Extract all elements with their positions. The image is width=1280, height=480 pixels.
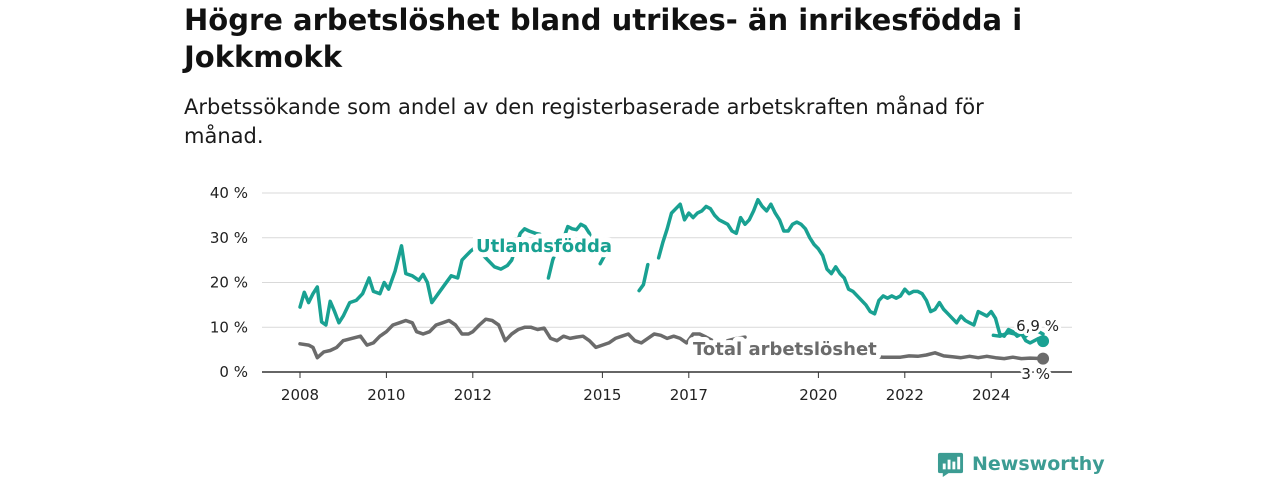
series-line-utlandsfodda (991, 330, 1045, 345)
series-line-total (725, 335, 747, 343)
x-tick-label: 2022 (886, 386, 924, 404)
series-line-utlandsfodda (298, 227, 542, 327)
y-tick-label: 10 % (210, 318, 248, 336)
series-label-halo-utlandsfodda: Utlandsfödda (476, 236, 612, 257)
y-tick-label: 30 % (210, 229, 248, 247)
y-tick-label: 20 % (210, 274, 248, 292)
y-tick-label: 0 % (219, 363, 248, 381)
series-line-utlandsfodda (598, 253, 607, 266)
newsworthy-chart-icon (937, 452, 964, 477)
chart-subtitle: Arbetssökande som andel av den registerb… (184, 95, 984, 148)
brand-name: Newsworthy (972, 453, 1105, 475)
end-point-utlandsfodda (1037, 335, 1050, 348)
x-tick-label: 2012 (454, 386, 492, 404)
end-value-label-utlandsfodda: 6,9 % (1016, 317, 1059, 335)
x-tick-label: 2024 (972, 386, 1010, 404)
gridlines (262, 192, 1072, 373)
x-tick-label: 2017 (670, 386, 708, 404)
end-value-halo-utlandsfodda: 6,9 % (1016, 317, 1059, 335)
series-label-halo-total: Total arbetslöshet (693, 339, 877, 360)
x-tick-label: 2008 (281, 386, 319, 404)
newsworthy-brand: Newsworthy (937, 448, 1105, 480)
end-point-total (1037, 352, 1050, 365)
series-line-utlandsfodda (546, 222, 594, 280)
x-axis: 2008 2010 2012 2015 2017 2020 2022 2024 (281, 372, 1010, 404)
series-line-utlandsfodda (656, 197, 1045, 338)
series-label-utlandsfodda: Utlandsfödda (476, 236, 612, 257)
y-tick-label: 40 % (210, 184, 248, 202)
y-axis: 0 % 10 % 20 % 30 % 40 % (210, 184, 248, 381)
end-value-halo-total: 3 % (1021, 365, 1050, 383)
chart-title: Högre arbetslöshet bland utrikes- än inr… (184, 3, 1023, 74)
x-tick-label: 2020 (799, 386, 837, 404)
series-label-total: Total arbetslöshet (693, 339, 877, 360)
series-line-utlandsfodda (637, 262, 650, 293)
end-value-label-total: 3 % (1021, 365, 1050, 383)
series-lines (298, 197, 1050, 365)
series-line-total (298, 317, 715, 360)
series-line-total (829, 351, 1045, 361)
x-tick-label: 2015 (583, 386, 621, 404)
x-tick-label: 2010 (367, 386, 405, 404)
